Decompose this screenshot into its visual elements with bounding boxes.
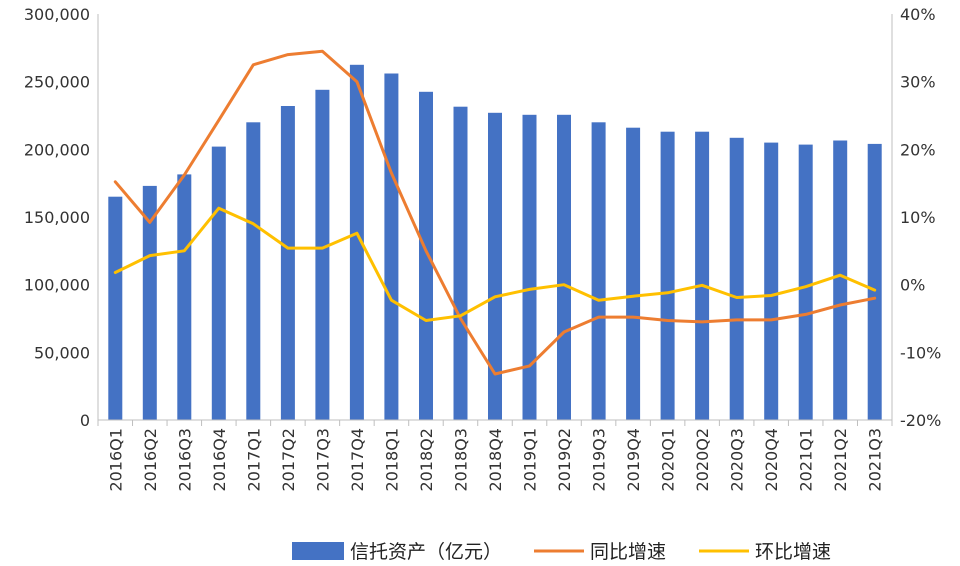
left-tick-label: 0 [80, 411, 90, 430]
bar-series-layer [108, 64, 882, 421]
bar-2016Q4 [211, 146, 226, 420]
left-tick-label: 300,000 [24, 5, 90, 24]
bar-2017Q1 [246, 122, 261, 421]
bar-2020Q2 [695, 131, 710, 420]
x-tick-label: 2018Q1 [382, 428, 401, 492]
bar-2019Q2 [557, 114, 571, 421]
x-tick-label: 2021Q1 [797, 428, 816, 492]
right-tick-label: 30% [900, 73, 936, 92]
bar-2018Q4 [488, 112, 502, 421]
right-axis-ticks: -20% -10% 0% 10% 20% 30% 40% [900, 5, 941, 430]
legend: 信托资产（亿元） 同比增速 环比增速 [292, 541, 831, 563]
bar-2017Q3 [315, 89, 330, 421]
bar-2019Q4 [626, 127, 641, 420]
x-axis-ticks: 2016Q1 2016Q2 2016Q3 2016Q4 2017Q1 2017Q2 2017… [106, 428, 884, 492]
bar-2019Q3 [591, 122, 606, 421]
bar-2018Q2 [419, 91, 433, 421]
x-tick-label: 2018Q2 [417, 428, 436, 492]
left-axis-ticks: 0 50,000 100,000 150,000 200,000 250,000 300,0… [24, 5, 90, 430]
bar-2016Q3 [177, 174, 192, 420]
x-tick-label: 2019Q1 [521, 428, 540, 492]
left-tick-label: 200,000 [24, 140, 90, 159]
line-series-layer [113, 49, 877, 376]
x-tick-label: 2016Q2 [141, 428, 160, 492]
left-tick-label: 100,000 [24, 276, 90, 295]
x-tick-label: 2021Q2 [831, 428, 850, 492]
bar-2021Q3 [867, 143, 882, 420]
bar-2020Q4 [764, 142, 779, 420]
bar-2017Q4 [349, 64, 364, 421]
x-tick-label: 2018Q3 [452, 428, 471, 492]
bar-2018Q1 [384, 73, 399, 420]
x-tick-label: 2017Q2 [279, 428, 298, 492]
right-tick-label: -20% [900, 411, 941, 430]
right-tick-label: 0% [900, 276, 925, 295]
line-同比增速 [113, 49, 877, 376]
right-tick-label: -10% [900, 343, 941, 362]
x-tick-label: 2019Q2 [555, 428, 574, 492]
x-tick-label: 2020Q1 [659, 428, 678, 492]
legend-swatch-bar [292, 542, 344, 560]
x-tick-label: 2019Q3 [590, 428, 609, 492]
x-tick-label: 2017Q1 [244, 428, 263, 492]
line-环比增速 [113, 206, 877, 322]
left-tick-label: 150,000 [24, 208, 90, 227]
bar-2019Q1 [522, 114, 537, 421]
x-tick-label: 2020Q3 [728, 428, 747, 492]
bar-2020Q1 [660, 131, 675, 420]
bar-2021Q1 [798, 144, 813, 420]
bar-2017Q2 [280, 106, 295, 420]
bar-2016Q2 [142, 185, 157, 420]
right-tick-label: 40% [900, 5, 936, 24]
x-tick-label: 2018Q4 [486, 428, 505, 492]
x-tick-label: 2017Q3 [313, 428, 332, 492]
x-tick-label: 2020Q2 [693, 428, 712, 492]
x-tick-label: 2021Q3 [866, 428, 885, 492]
axes-layer [97, 14, 893, 426]
left-tick-label: 50,000 [34, 343, 90, 362]
bar-2016Q1 [108, 196, 123, 420]
legend-label: 信托资产（亿元） [350, 541, 502, 563]
x-tick-label: 2017Q4 [348, 428, 367, 492]
x-tick-label: 2016Q3 [175, 428, 194, 492]
bar-2018Q3 [453, 106, 468, 420]
legend-label: 环比增速 [755, 541, 831, 563]
bar-2020Q3 [729, 137, 744, 421]
right-tick-label: 20% [900, 140, 936, 159]
bar-2021Q2 [833, 140, 848, 420]
x-tick-label: 2020Q4 [762, 428, 781, 492]
left-tick-label: 250,000 [24, 73, 90, 92]
x-tick-label: 2019Q4 [624, 428, 643, 492]
legend-label: 同比增速 [590, 541, 666, 563]
x-tick-label: 2016Q1 [106, 428, 125, 492]
x-tick-label: 2016Q4 [210, 428, 229, 492]
right-tick-label: 10% [900, 208, 936, 227]
